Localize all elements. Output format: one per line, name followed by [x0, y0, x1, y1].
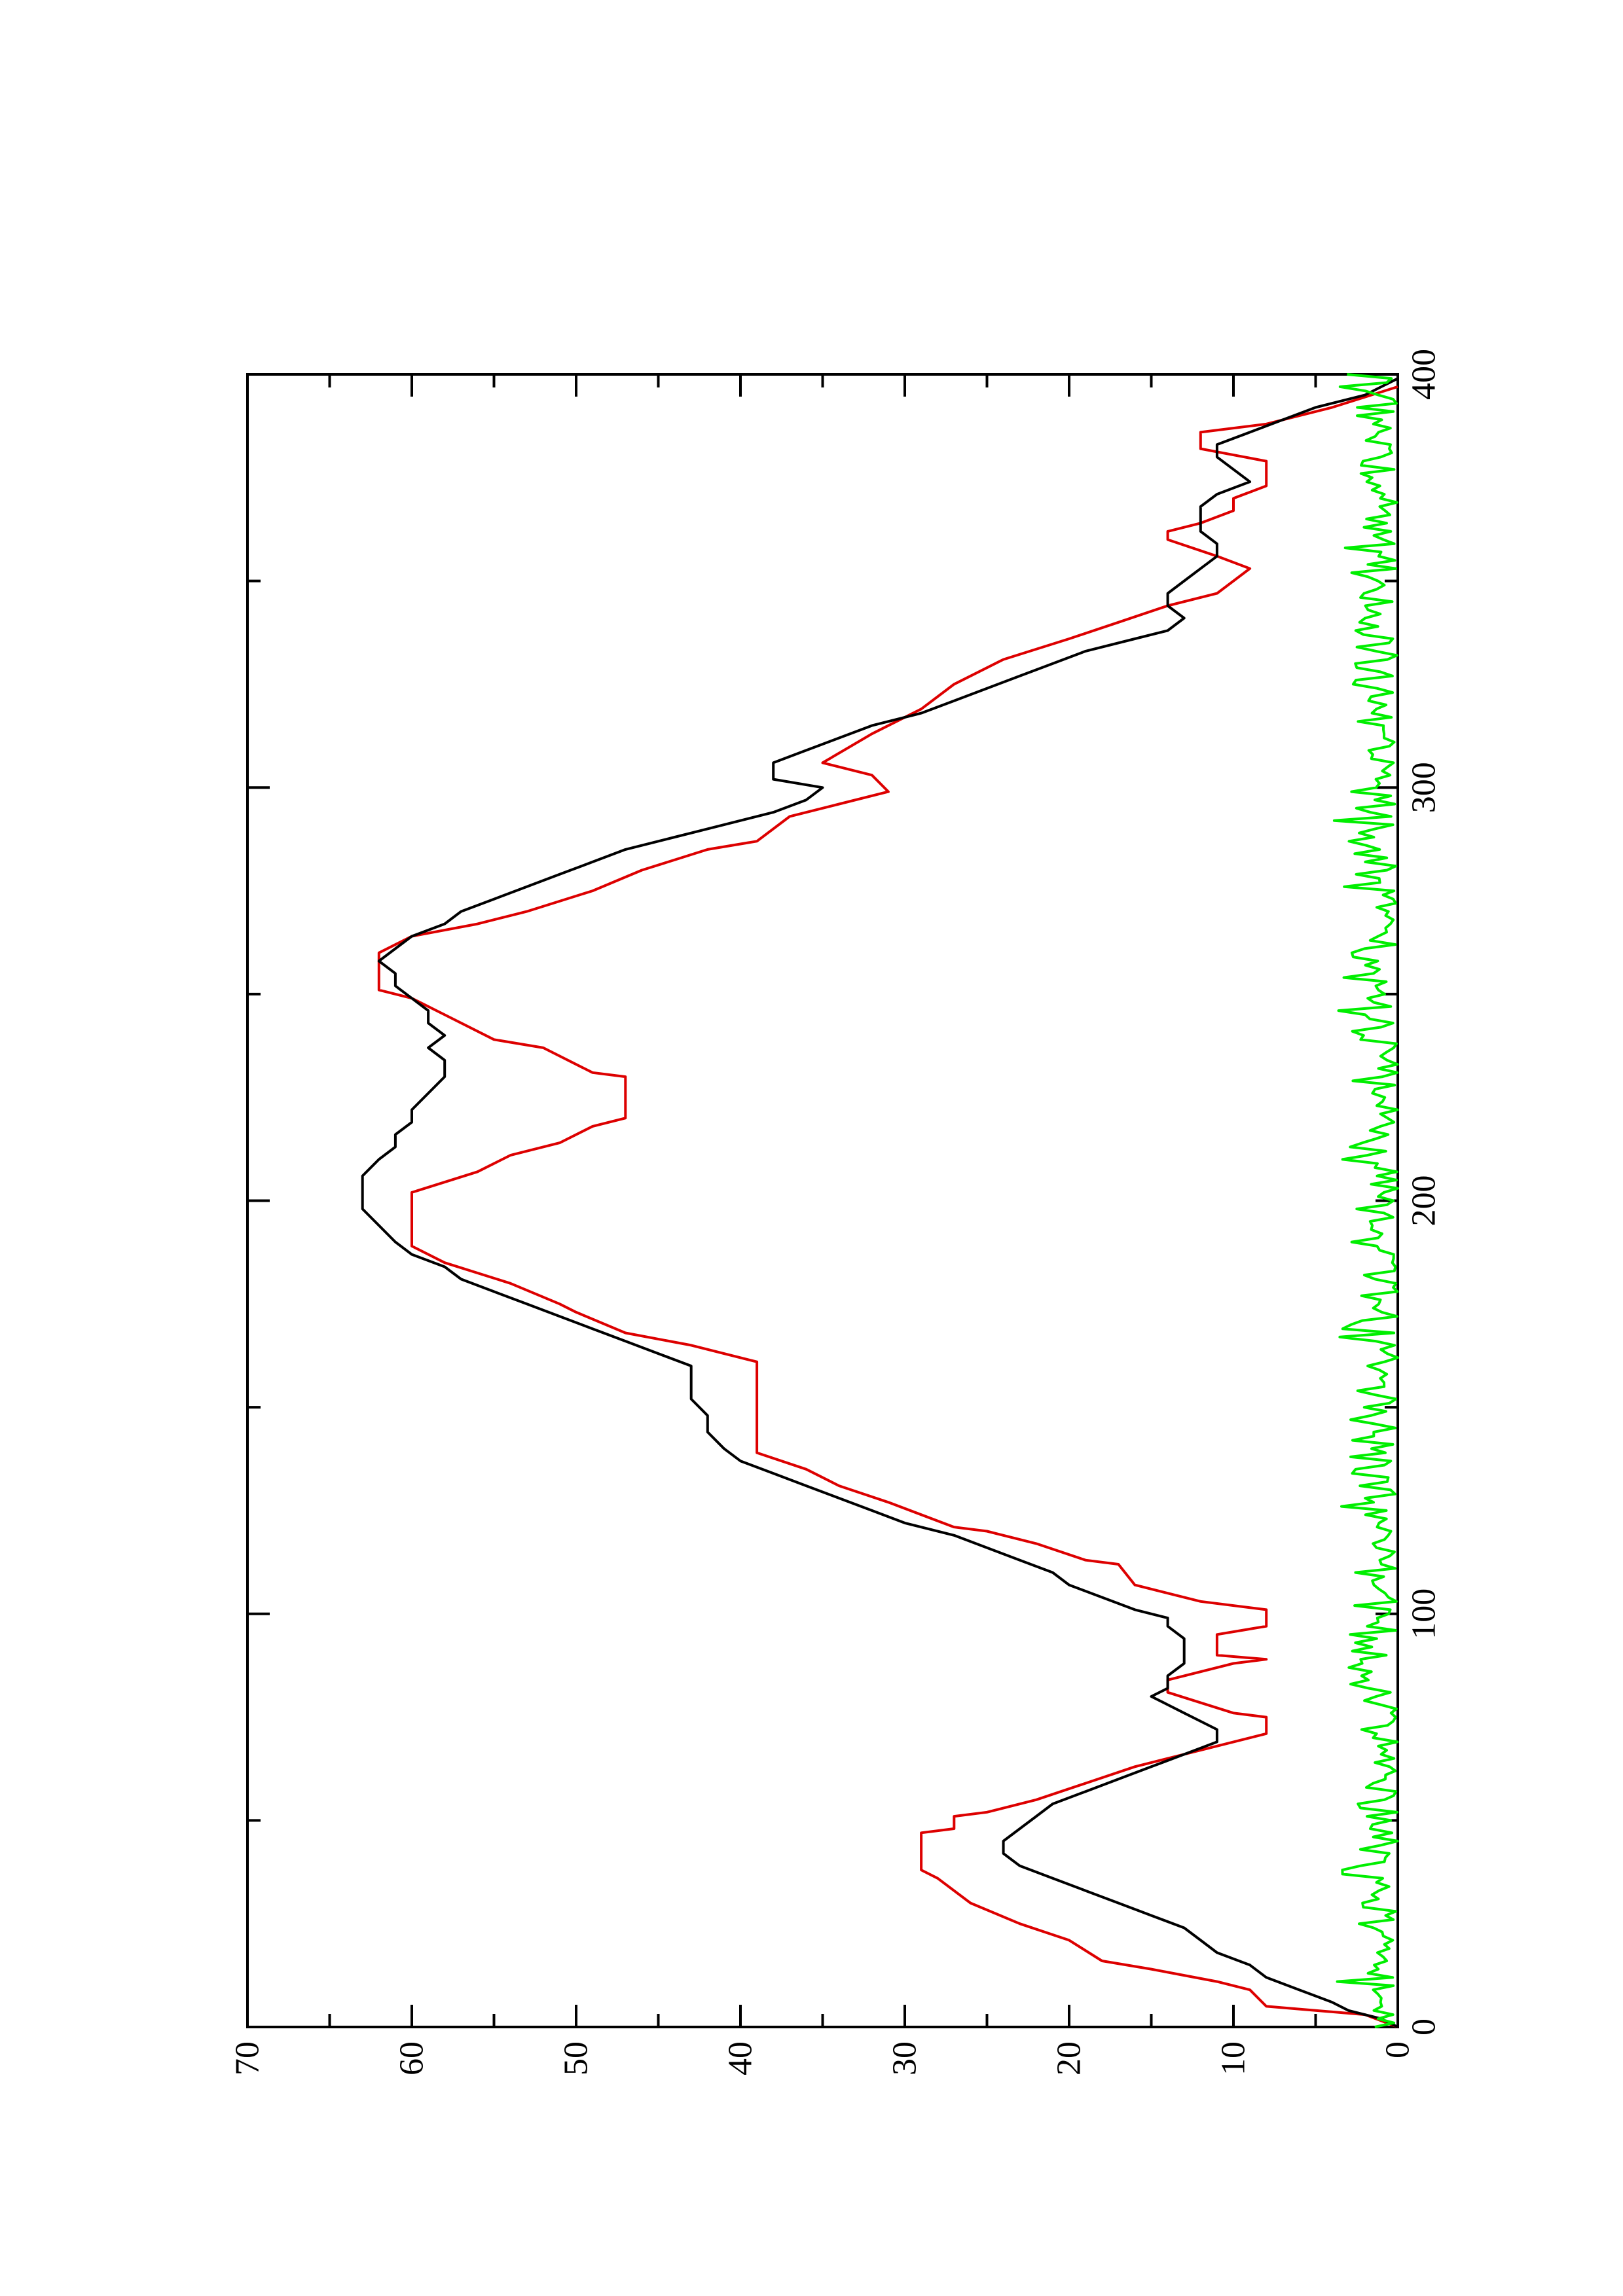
y-tick-label: 50 — [558, 2041, 595, 2075]
x-tick-label: 0 — [1406, 2018, 1443, 2036]
plot-frame — [246, 373, 1399, 2028]
series-line-3 — [1332, 373, 1399, 2028]
x-tick-label: 400 — [1406, 349, 1443, 400]
tick-labels: 0 100 200 300 400 0 10 20 30 40 50 60 70 — [229, 349, 1443, 2075]
x-tick-label: 300 — [1406, 762, 1443, 813]
y-tick-label: 60 — [393, 2041, 431, 2075]
y-tick-label: 20 — [1051, 2041, 1088, 2075]
tick-marks — [246, 373, 1399, 2028]
x-tick-label: 200 — [1406, 1175, 1443, 1227]
x-tick-label: 100 — [1406, 1588, 1443, 1640]
y-tick-label: 70 — [229, 2041, 266, 2075]
series-line-2 — [361, 377, 1398, 2028]
y-tick-label: 0 — [1379, 2041, 1417, 2058]
y-tick-label: 40 — [722, 2041, 759, 2075]
y-tick-label: 30 — [886, 2041, 924, 2075]
y-tick-label: 10 — [1215, 2041, 1252, 2075]
series-group — [361, 373, 1399, 2028]
series-line-1 — [377, 385, 1398, 2028]
